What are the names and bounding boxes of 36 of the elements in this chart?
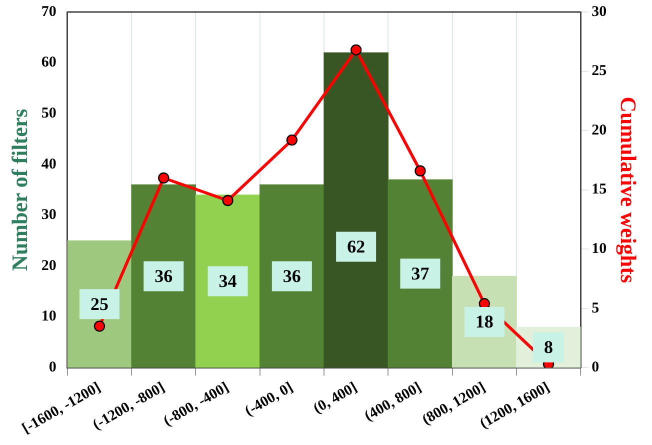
point: [286, 134, 298, 146]
y-tick-label: 60: [41, 54, 56, 71]
bar: [260, 184, 324, 368]
data-label: 62: [347, 236, 366, 256]
y-tick-label: 20: [41, 258, 56, 274]
point: [222, 194, 234, 206]
y2-tick-label: 20: [592, 122, 607, 138]
y-tick-label: 10: [41, 308, 56, 325]
data-label: 8: [544, 337, 554, 358]
y-tick-label: 50: [41, 105, 56, 122]
y2-tick-label: 5: [592, 300, 600, 316]
data-label: 25: [90, 294, 108, 314]
y2-tick-label: 30: [592, 4, 607, 20]
point: [350, 44, 362, 56]
data-label: 37: [411, 263, 430, 284]
point: [414, 165, 426, 176]
x-tick-label: (400, 800]: [362, 379, 424, 425]
bar: [324, 52, 388, 368]
point: [94, 320, 106, 332]
y-tick-label: 70: [41, 4, 56, 20]
data-label: 34: [218, 270, 237, 291]
x-tick-label: (0, 400]: [310, 379, 360, 418]
y2-tick-label: 25: [592, 63, 607, 80]
y-axis-title: Number of filters: [6, 108, 32, 271]
y2-tick-label: 10: [592, 240, 607, 257]
point: [158, 172, 170, 184]
x-tick-label: (-400, 0]: [242, 379, 296, 420]
y2-axis-title: Cumulative weights: [616, 96, 642, 284]
data-label: 36: [282, 266, 301, 286]
y-tick-label: 30: [41, 207, 56, 224]
data-label: 36: [154, 266, 173, 286]
y-tick-label: 40: [41, 156, 56, 172]
data-label: 18: [475, 312, 494, 332]
y2-tick-label: 0: [592, 360, 600, 376]
y2-tick-label: 15: [592, 182, 607, 198]
y-tick-label: 0: [48, 360, 56, 376]
